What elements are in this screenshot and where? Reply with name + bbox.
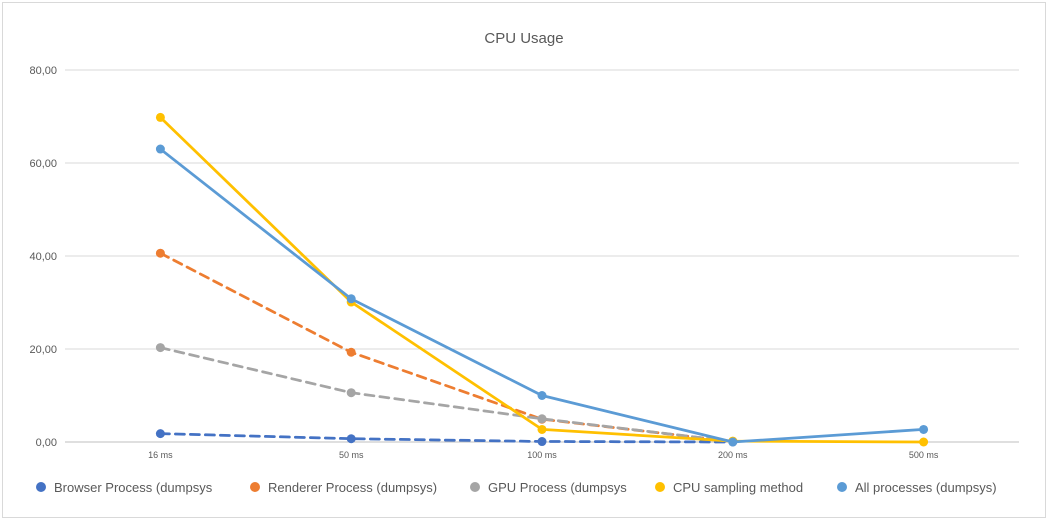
legend-marker bbox=[655, 482, 665, 492]
data-point bbox=[537, 414, 547, 424]
series-5 bbox=[155, 144, 929, 447]
data-point bbox=[919, 437, 929, 447]
data-point bbox=[537, 424, 547, 434]
data-point bbox=[346, 388, 356, 398]
x-tick-label: 200 ms bbox=[718, 450, 748, 460]
legend-marker bbox=[36, 482, 46, 492]
data-point bbox=[155, 144, 165, 154]
data-point bbox=[346, 294, 356, 304]
x-tick-label: 100 ms bbox=[527, 450, 557, 460]
y-axis-ticks: 0,00 20,00 40,00 60,00 80,00 bbox=[29, 65, 57, 449]
y-tick-label: 80,00 bbox=[29, 65, 57, 77]
legend-marker bbox=[837, 482, 847, 492]
legend-marker bbox=[250, 482, 260, 492]
legend-label: All processes (dumpsys) bbox=[855, 480, 997, 495]
legend-label: GPU Process (dumpsys bbox=[488, 480, 627, 495]
data-point bbox=[155, 343, 165, 353]
x-tick-label: 50 ms bbox=[339, 450, 364, 460]
data-point bbox=[537, 437, 547, 447]
y-tick-label: 60,00 bbox=[29, 158, 57, 170]
data-point bbox=[728, 437, 738, 447]
y-tick-label: 0,00 bbox=[36, 437, 57, 449]
legend-label: Renderer Process (dumpsys) bbox=[268, 480, 437, 495]
legend-label: Browser Process (dumpsys bbox=[54, 480, 213, 495]
data-point bbox=[346, 347, 356, 357]
legend-marker bbox=[470, 482, 480, 492]
x-axis-ticks: 16 ms 50 ms 100 ms 200 ms 500 ms bbox=[148, 450, 939, 460]
data-point bbox=[155, 112, 165, 122]
chart-title: CPU Usage bbox=[484, 30, 563, 47]
x-tick-label: 500 ms bbox=[909, 450, 939, 460]
legend-label: CPU sampling method bbox=[673, 480, 803, 495]
data-point bbox=[919, 424, 929, 434]
series-layer bbox=[155, 112, 929, 447]
data-point bbox=[155, 429, 165, 439]
y-tick-label: 40,00 bbox=[29, 251, 57, 263]
series-line bbox=[159, 346, 735, 443]
data-point bbox=[346, 434, 356, 444]
legend: Browser Process (dumpsys Renderer Process… bbox=[36, 480, 997, 495]
grid-layer bbox=[65, 69, 1019, 443]
data-point bbox=[155, 248, 165, 258]
x-tick-label: 16 ms bbox=[148, 450, 173, 460]
series-3 bbox=[155, 343, 738, 447]
series-line bbox=[159, 432, 735, 444]
data-point bbox=[537, 391, 547, 400]
y-tick-label: 20,00 bbox=[29, 344, 57, 356]
